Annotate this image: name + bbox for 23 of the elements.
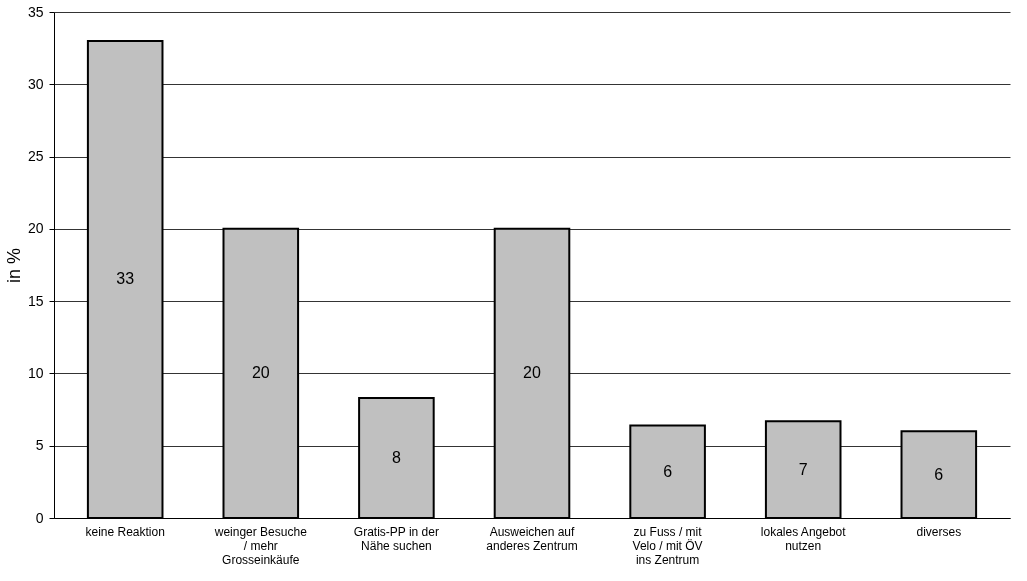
y-tick-label: 30 [27, 75, 44, 92]
y-tick-label: 25 [27, 148, 44, 165]
data-label: 20 [523, 364, 541, 382]
data-label: 8 [391, 449, 401, 466]
x-tick-label: weinger Besuche / mehr Grosseinkäufe [213, 524, 308, 567]
y-axis-title: in % [3, 247, 24, 284]
data-label: 33 [116, 270, 135, 288]
y-tick-label: 10 [27, 364, 44, 381]
y-tick-label: 0 [35, 509, 44, 526]
data-label: 20 [251, 364, 270, 382]
x-tick-label: Ausweichen auf anderes Zentrum [486, 524, 578, 553]
x-tick-label: lokales Angebot nutzen [760, 524, 847, 553]
y-tick-label: 5 [35, 437, 44, 454]
x-tick-label: keine Reaktion [85, 524, 165, 539]
y-tick-label: 15 [27, 292, 44, 309]
data-label: 6 [663, 462, 673, 480]
x-tick-label: diverses [916, 524, 962, 539]
data-label: 7 [798, 460, 808, 478]
x-tick-label: Gratis-PP in der Nähe suchen [353, 524, 439, 553]
y-tick-label: 20 [27, 220, 44, 237]
x-tick-label: zu Fuss / mit Velo / mit ÖV ins Zentrum [632, 524, 703, 567]
y-tick-label: 35 [27, 3, 44, 20]
data-label: 6 [934, 465, 944, 483]
